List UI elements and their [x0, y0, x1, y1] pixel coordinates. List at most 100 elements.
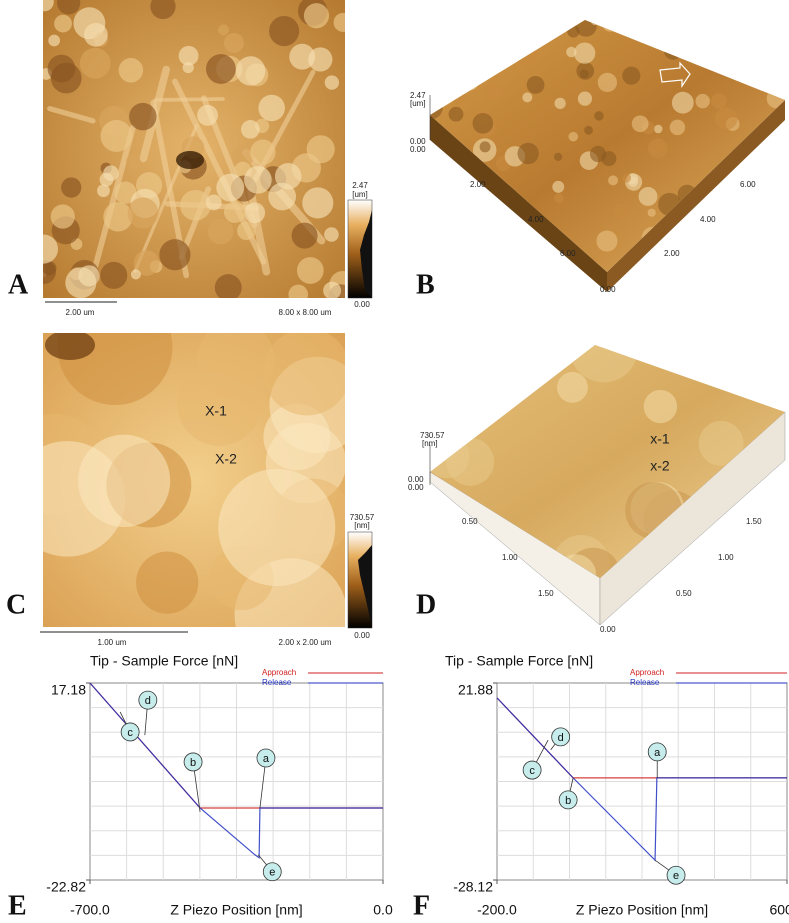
grain [79, 47, 111, 79]
callout [647, 742, 667, 762]
callout [138, 690, 158, 710]
callout-label: a [263, 753, 270, 765]
fiber [43, 257, 47, 278]
grain [214, 274, 242, 298]
grain [733, 217, 757, 241]
grain [217, 24, 229, 36]
grain [596, 230, 618, 252]
panel-letter: A [8, 269, 29, 300]
surface-side [430, 115, 607, 292]
origin: 0.00 [408, 483, 424, 492]
arrow [659, 61, 691, 88]
axis-label: 2.00 [470, 180, 486, 189]
grain [216, 173, 245, 202]
grain [554, 97, 566, 109]
grain [61, 177, 82, 198]
grain [702, 229, 712, 239]
grain [127, 197, 159, 229]
grain [574, 42, 596, 64]
y-tick-label: 17.18 [51, 682, 86, 698]
size-label: 8.00 x 8.00 um [279, 308, 332, 317]
grain [638, 187, 658, 206]
scale-label: 2.00 um [66, 308, 95, 317]
grain [552, 180, 565, 193]
grain [751, 265, 770, 272]
grain [597, 72, 618, 93]
grain [48, 34, 61, 47]
grain [223, 201, 246, 223]
grain [516, 45, 537, 67]
grain [130, 269, 141, 280]
grain [750, 249, 760, 259]
grain [231, 144, 255, 167]
grain [182, 61, 194, 74]
grain [569, 345, 639, 383]
grain [705, 20, 716, 28]
chart-title: Tip - Sample Force [nN] [445, 653, 593, 669]
grain [653, 124, 663, 134]
grain [774, 67, 783, 76]
point-label: x-1 [650, 431, 670, 447]
grain [289, 43, 316, 70]
grain [43, 234, 59, 264]
grain [455, 20, 476, 37]
grain [54, 14, 72, 33]
callout [183, 752, 203, 772]
afm-texture [43, 333, 345, 627]
grain [669, 259, 692, 272]
grain [263, 333, 345, 416]
grain [291, 222, 318, 249]
afm-texture [43, 0, 345, 298]
grain [481, 241, 493, 253]
z-max: 730.57 [420, 431, 445, 440]
grain [622, 173, 632, 183]
point-label: X-2 [215, 451, 237, 467]
legend-label: Release [630, 678, 660, 687]
grain [56, 0, 81, 15]
axis-label: 4.00 [528, 215, 544, 224]
grain [333, 12, 345, 32]
surface-side [607, 100, 785, 292]
grain [269, 15, 300, 47]
grain [757, 29, 770, 42]
axis-label: 1.50 [746, 517, 762, 526]
grain [133, 250, 160, 276]
grain [698, 420, 744, 466]
surface-3d [430, 20, 785, 272]
x-tick-label: -200.0 [477, 902, 517, 918]
grain [663, 41, 682, 60]
grain [601, 20, 619, 32]
y-tick-label: 21.88 [458, 682, 493, 698]
grain [707, 229, 726, 248]
grain [708, 227, 717, 236]
callout-label: d [558, 732, 564, 744]
colorbar-unit: [um] [352, 190, 368, 199]
grain [150, 0, 176, 20]
grain [258, 94, 285, 122]
grain [479, 141, 491, 153]
grain [237, 221, 256, 241]
x-axis-label: Z Piezo Position [nm] [170, 902, 302, 918]
grain [114, 181, 137, 204]
grain [177, 362, 261, 446]
grain [622, 66, 641, 85]
grain [756, 158, 770, 172]
callout-label: b [565, 795, 571, 807]
z-unit: [nm] [422, 439, 438, 448]
axis-label: 1.50 [538, 589, 554, 598]
chart-title: Tip - Sample Force [nN] [90, 653, 238, 669]
grain [244, 202, 266, 224]
z-unit: [um] [410, 99, 426, 108]
x-tick-label: -700.0 [70, 902, 110, 918]
x-tick-label: 600.0 [769, 902, 789, 918]
callout [262, 862, 282, 882]
origin: 0.00 [410, 145, 426, 154]
grain [244, 165, 272, 194]
y-tick-label: -22.82 [46, 879, 86, 895]
fiber [47, 106, 96, 124]
grain [647, 208, 656, 217]
grain [444, 88, 453, 98]
callout-label: e [269, 867, 275, 879]
grain [517, 142, 539, 165]
grain [431, 157, 451, 177]
